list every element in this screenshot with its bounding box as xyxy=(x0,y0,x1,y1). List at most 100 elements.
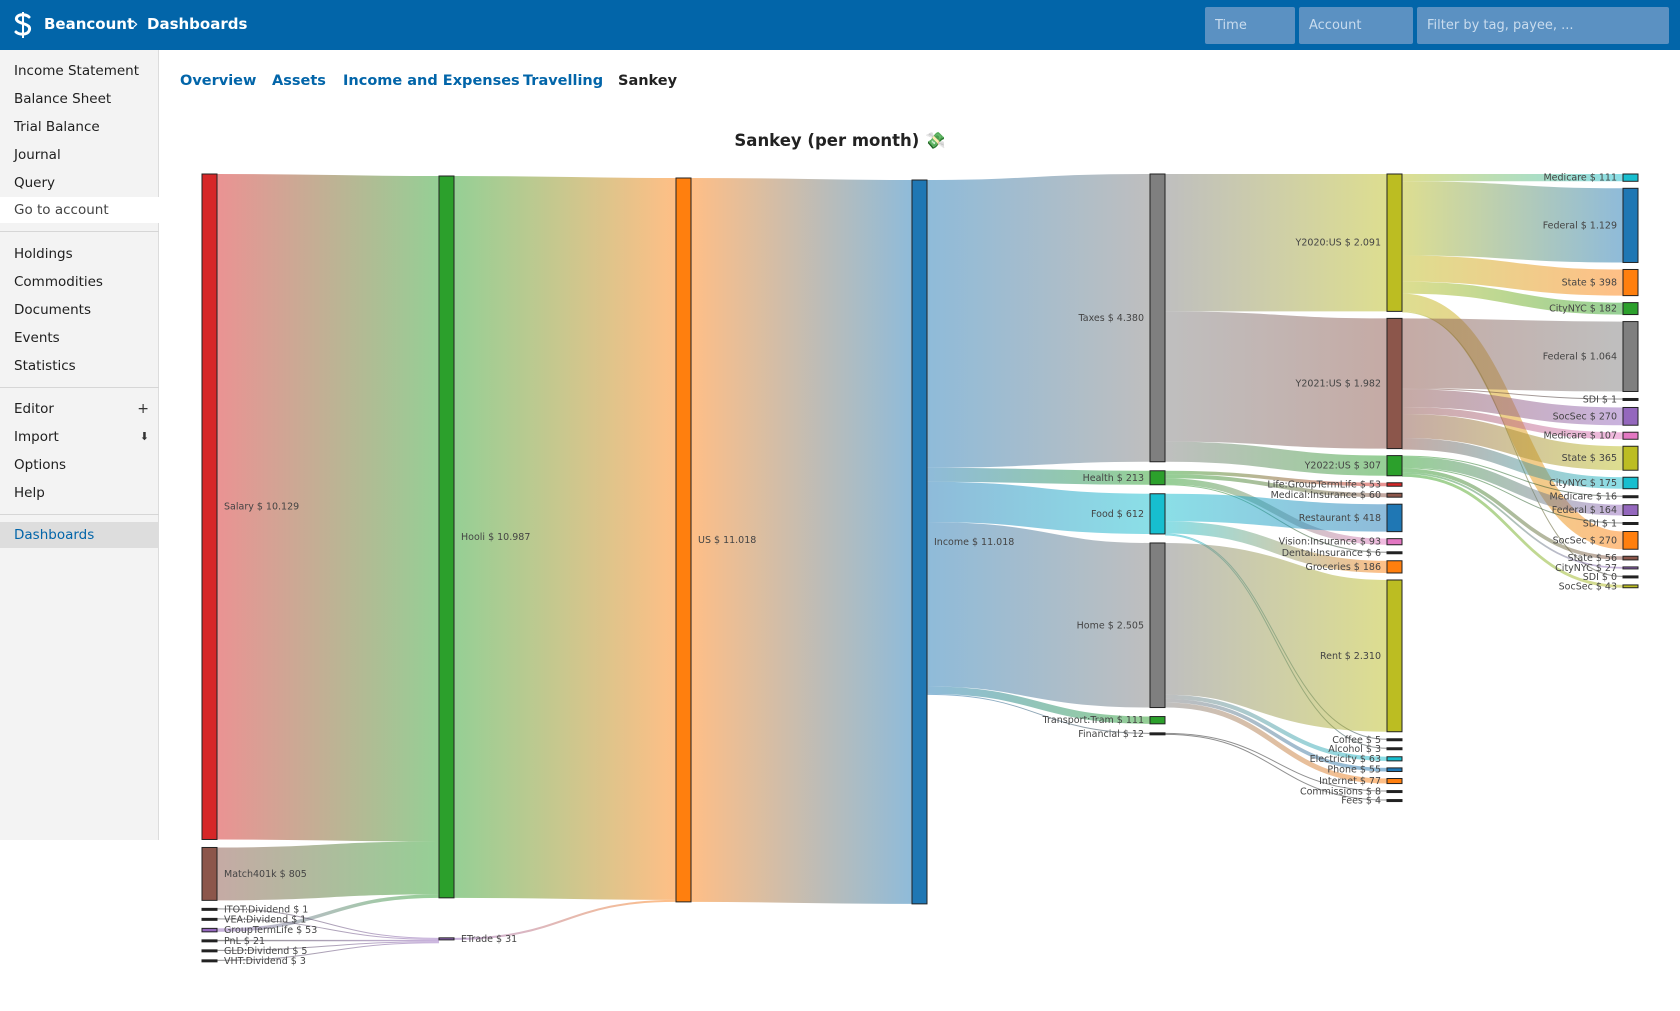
sankey-node-us[interactable] xyxy=(675,177,692,903)
sankey-link-income-home[interactable] xyxy=(926,521,1151,708)
sankey-node-pnl[interactable] xyxy=(201,939,218,943)
sankey-link-y2020-state20[interactable] xyxy=(1401,255,1624,296)
sankey-link-y2022-fed22[interactable] xyxy=(1401,456,1624,516)
tab-overview[interactable]: Overview xyxy=(180,73,257,89)
brand-title[interactable]: Beancount xyxy=(44,15,135,33)
sankey-node-food[interactable] xyxy=(1149,493,1166,535)
sankey-node-nyc21[interactable] xyxy=(1622,476,1639,490)
sidebar-item-editor[interactable]: Editor + xyxy=(0,396,159,422)
sankey-node-rent[interactable] xyxy=(1386,579,1403,733)
sankey-link-income-food[interactable] xyxy=(926,481,1151,534)
sankey-link-y2021-sdi21[interactable] xyxy=(1401,388,1624,400)
sankey-link-food-restaurant[interactable] xyxy=(1164,493,1388,532)
sankey-link-us-income[interactable] xyxy=(690,177,913,904)
sankey-node-fed22[interactable] xyxy=(1622,504,1639,517)
sankey-link-vea-etrade[interactable] xyxy=(216,918,440,940)
sidebar-item-help[interactable]: Help xyxy=(14,485,45,501)
sankey-node-sdi21[interactable] xyxy=(1622,397,1639,401)
sankey-link-food-groceries[interactable] xyxy=(1164,521,1388,573)
sankey-node-sdi20[interactable] xyxy=(1622,575,1639,579)
sankey-link-gtl-hooli[interactable] xyxy=(216,894,440,932)
sankey-link-y2022-soc22[interactable] xyxy=(1401,473,1624,588)
sankey-node-commissions[interactable] xyxy=(1386,790,1403,794)
sidebar-item-trial-balance[interactable]: Trial Balance xyxy=(14,119,100,135)
plus-icon[interactable]: + xyxy=(137,401,149,417)
sankey-node-gld[interactable] xyxy=(201,949,218,953)
sankey-link-home-phone[interactable] xyxy=(1164,698,1388,772)
sankey-link-y2020-fed20[interactable] xyxy=(1401,181,1624,263)
beancount-logo-icon[interactable] xyxy=(10,11,36,39)
tab-assets[interactable]: Assets xyxy=(272,73,326,89)
sankey-node-financial[interactable] xyxy=(1149,732,1166,736)
sankey-node-salary[interactable] xyxy=(201,173,218,840)
sidebar-item-commodities[interactable]: Commodities xyxy=(14,274,103,290)
sankey-node-y2022[interactable] xyxy=(1386,455,1403,477)
sidebar-item-events[interactable]: Events xyxy=(14,330,60,346)
sankey-link-y2022-med22[interactable] xyxy=(1401,455,1624,497)
sankey-link-y2021-soc21[interactable] xyxy=(1401,389,1624,426)
sankey-node-income[interactable] xyxy=(911,179,928,905)
tab-income-and-expenses[interactable]: Income and Expenses xyxy=(343,73,520,89)
sankey-link-taxes-y2021[interactable] xyxy=(1164,311,1388,449)
sankey-link-etrade-us[interactable] xyxy=(453,899,677,940)
sankey-node-home[interactable] xyxy=(1149,542,1166,709)
time-filter-input[interactable] xyxy=(1205,7,1295,44)
sankey-link-income-taxes[interactable] xyxy=(926,174,1151,468)
sidebar-item-dashboards[interactable]: Dashboards xyxy=(0,522,159,548)
sankey-link-financial-commissions[interactable] xyxy=(1164,732,1388,792)
sankey-link-y2022-sdi22[interactable] xyxy=(1401,467,1624,524)
sankey-node-taxes[interactable] xyxy=(1149,173,1166,463)
sankey-node-nyc22[interactable] xyxy=(1622,566,1639,570)
sankey-link-vht-etrade[interactable] xyxy=(216,942,440,961)
sankey-link-y2021-med21[interactable] xyxy=(1401,407,1624,440)
sankey-link-health-medins[interactable] xyxy=(1164,474,1388,498)
sankey-node-lifegtl[interactable] xyxy=(1386,482,1403,487)
sidebar-item-statistics[interactable]: Statistics xyxy=(14,358,76,374)
sankey-link-salary-hooli[interactable] xyxy=(216,174,440,842)
account-filter-input[interactable] xyxy=(1299,7,1413,44)
sankey-node-state20[interactable] xyxy=(1622,268,1639,297)
sankey-node-health[interactable] xyxy=(1149,470,1166,486)
sankey-node-itot[interactable] xyxy=(201,907,218,911)
sankey-node-phone[interactable] xyxy=(1386,767,1403,773)
sankey-node-med20[interactable] xyxy=(1622,173,1639,182)
sankey-node-vht[interactable] xyxy=(201,959,218,963)
sankey-node-fed21[interactable] xyxy=(1622,321,1639,392)
sankey-node-y2021[interactable] xyxy=(1386,317,1403,450)
sankey-node-etrade[interactable] xyxy=(438,937,455,941)
sankey-node-sdi22[interactable] xyxy=(1622,522,1639,526)
sankey-link-itot-etrade[interactable] xyxy=(216,908,440,939)
sankey-node-med21[interactable] xyxy=(1622,431,1639,440)
sidebar-item-query[interactable]: Query xyxy=(14,175,56,191)
sankey-node-visins[interactable] xyxy=(1386,538,1403,546)
sankey-link-gld-etrade[interactable] xyxy=(216,941,440,951)
sankey-link-y2021-state21[interactable] xyxy=(1401,414,1624,471)
tab-travelling[interactable]: Travelling xyxy=(523,73,604,89)
sankey-node-fees[interactable] xyxy=(1386,799,1403,803)
sankey-node-medins[interactable] xyxy=(1386,492,1403,498)
sankey-link-health-lifegtl[interactable] xyxy=(1164,470,1388,487)
sankey-link-home-internet[interactable] xyxy=(1164,702,1388,784)
sankey-link-income-tram[interactable] xyxy=(926,686,1151,724)
sankey-node-internet[interactable] xyxy=(1386,778,1403,785)
sankey-link-home-electricity[interactable] xyxy=(1164,694,1388,761)
sidebar-item-import[interactable]: Import ⬇ xyxy=(0,424,159,450)
sankey-link-match-hooli[interactable] xyxy=(216,841,440,901)
sidebar-item-holdings[interactable]: Holdings xyxy=(14,246,73,262)
sankey-node-restaurant[interactable] xyxy=(1386,503,1403,533)
sankey-node-med22[interactable] xyxy=(1622,495,1639,499)
sankey-node-fed20[interactable] xyxy=(1622,187,1639,263)
sankey-link-y2020-nyc20[interactable] xyxy=(1401,281,1624,315)
sankey-node-gtl[interactable] xyxy=(201,927,218,933)
sidebar-item-balance-sheet[interactable]: Balance Sheet xyxy=(14,91,112,107)
sankey-node-state21[interactable] xyxy=(1622,445,1639,471)
sankey-link-income-financial[interactable] xyxy=(926,693,1151,734)
sankey-node-coffee[interactable] xyxy=(1386,738,1403,742)
sankey-node-groceries[interactable] xyxy=(1386,560,1403,574)
sankey-link-hooli-us[interactable] xyxy=(453,176,677,900)
sidebar-item-journal[interactable]: Journal xyxy=(14,147,61,163)
sankey-link-taxes-y2022[interactable] xyxy=(1164,441,1388,476)
sankey-node-soc21[interactable] xyxy=(1622,406,1639,426)
sankey-node-dentins[interactable] xyxy=(1386,551,1403,555)
sankey-node-nyc20[interactable] xyxy=(1622,302,1639,316)
